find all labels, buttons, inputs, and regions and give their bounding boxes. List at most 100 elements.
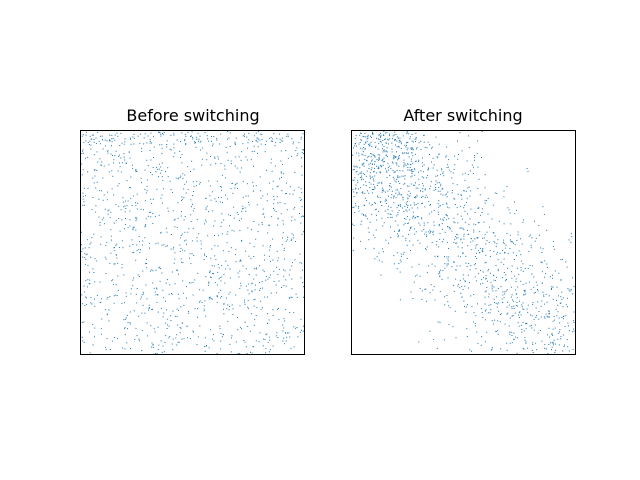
scatter-point: [530, 244, 532, 246]
scatter-point: [209, 272, 211, 273]
scatter-point: [85, 195, 86, 197]
scatter-point: [176, 315, 178, 317]
scatter-point: [461, 198, 463, 200]
scatter-point: [429, 188, 431, 190]
scatter-point: [467, 229, 468, 231]
scatter-point: [272, 259, 274, 261]
scatter-point: [446, 155, 448, 157]
scatter-point: [225, 177, 226, 179]
scatter-point: [216, 138, 218, 140]
scatter-point: [561, 298, 563, 300]
scatter-point: [481, 212, 483, 213]
scatter-point: [380, 141, 382, 143]
scatter-point: [264, 254, 266, 256]
scatter-point: [413, 281, 415, 283]
scatter-point: [364, 159, 366, 161]
scatter-point: [493, 286, 495, 288]
scatter-point: [177, 273, 179, 275]
scatter-point: [363, 162, 365, 164]
scatter-point: [355, 188, 357, 190]
scatter-point: [190, 171, 191, 172]
scatter-point: [548, 316, 550, 318]
scatter-point: [437, 190, 439, 192]
scatter-point: [411, 217, 413, 219]
scatter-point: [86, 253, 88, 255]
scatter-point: [395, 156, 397, 158]
scatter-point: [180, 247, 182, 249]
scatter-point: [293, 326, 295, 328]
scatter-point: [544, 347, 546, 349]
scatter-point: [542, 206, 544, 208]
scatter-point: [161, 144, 163, 146]
scatter-point: [551, 333, 553, 335]
scatter-point: [428, 200, 430, 202]
scatter-point: [93, 139, 95, 140]
scatter-point: [288, 297, 290, 299]
scatter-point: [140, 208, 142, 210]
scatter-point: [457, 246, 459, 248]
scatter-point: [543, 316, 545, 318]
scatter-point: [117, 170, 119, 172]
scatter-point: [515, 336, 517, 338]
scatter-point: [561, 291, 563, 293]
scatter-point: [422, 165, 423, 167]
scatter-point: [529, 265, 531, 266]
scatter-point: [465, 202, 467, 203]
scatter-point: [397, 214, 399, 216]
scatter-point: [135, 217, 137, 219]
scatter-point: [474, 155, 476, 156]
scatter-point: [366, 159, 368, 161]
scatter-point: [570, 289, 572, 291]
scatter-point: [208, 282, 210, 284]
scatter-point: [231, 182, 233, 184]
scatter-point: [478, 222, 480, 224]
scatter-point: [371, 153, 373, 155]
scatter-point: [167, 210, 169, 212]
scatter-point: [501, 298, 503, 300]
scatter-point: [521, 329, 523, 330]
scatter-point: [138, 236, 140, 237]
scatter-point: [161, 244, 163, 246]
scatter-point: [292, 141, 294, 143]
scatter-point: [365, 185, 367, 187]
scatter-point: [86, 239, 88, 241]
scatter-point: [394, 140, 396, 141]
scatter-point: [166, 146, 168, 148]
scatter-point: [386, 151, 388, 153]
scatter-point: [513, 332, 515, 334]
scatter-point: [485, 290, 487, 292]
scatter-point: [394, 131, 396, 133]
scatter-point: [410, 204, 412, 206]
scatter-point: [390, 206, 392, 208]
scatter-point: [167, 245, 168, 247]
scatter-point: [448, 218, 450, 220]
scatter-point: [247, 306, 249, 308]
scatter-point: [515, 304, 517, 306]
scatter-point: [489, 256, 491, 257]
scatter-point: [361, 140, 363, 142]
scatter-point: [374, 175, 376, 177]
scatter-point: [353, 225, 355, 226]
scatter-point: [124, 334, 126, 336]
scatter-point: [542, 291, 544, 293]
scatter-point: [99, 222, 101, 223]
scatter-point: [471, 164, 473, 166]
scatter-point: [363, 204, 365, 206]
scatter-point: [125, 295, 127, 297]
scatter-point: [92, 323, 94, 325]
scatter-point: [170, 189, 172, 191]
scatter-point: [461, 285, 463, 287]
scatter-point: [180, 141, 182, 142]
scatter-point: [371, 213, 373, 215]
scatter-point: [150, 216, 152, 218]
scatter-point: [264, 151, 266, 153]
scatter-point: [251, 282, 253, 284]
scatter-point: [388, 135, 390, 137]
scatter-point: [421, 298, 423, 300]
scatter-point: [438, 182, 440, 184]
scatter-point: [211, 273, 213, 274]
scatter-point: [514, 275, 516, 277]
scatter-point: [488, 296, 490, 298]
scatter-point: [522, 270, 524, 272]
scatter-point: [484, 202, 486, 204]
